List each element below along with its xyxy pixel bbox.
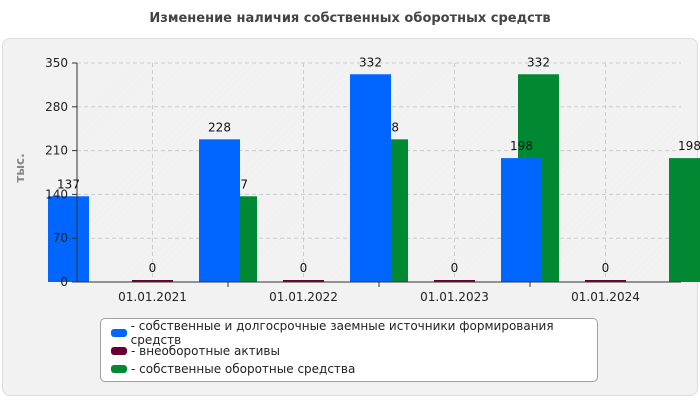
- y-tick-label: 280: [45, 100, 68, 114]
- legend: - собственные и долгосрочные заемные ист…: [100, 318, 598, 382]
- data-label: 0: [149, 261, 157, 275]
- y-tick-label: 350: [45, 56, 68, 70]
- axes: 0 70 140 210 280 350 01.01.2021 01.01.2022 01.01…: [45, 56, 681, 304]
- data-label: 228: [208, 120, 231, 134]
- legend-swatch: [111, 365, 127, 373]
- y-tick-label: 70: [53, 231, 68, 245]
- legend-label: - внеоборотные активы: [131, 344, 280, 358]
- bar: [501, 158, 542, 282]
- bar: [585, 280, 626, 282]
- y-tick-label: 0: [60, 275, 68, 289]
- data-label: 0: [300, 261, 308, 275]
- legend-swatch: [111, 347, 127, 355]
- data-label: 198: [510, 139, 533, 153]
- legend-item: - собственные оборотные средства: [101, 360, 597, 378]
- data-label: 332: [359, 55, 382, 69]
- bar: [350, 74, 391, 283]
- x-tick-label: 01.01.2023: [420, 290, 489, 304]
- legend-item: - внеоборотные активы: [101, 342, 597, 360]
- data-label: 137: [57, 177, 80, 191]
- y-tick-label: 140: [45, 187, 68, 201]
- bars: 1370137228022833203321980198: [48, 55, 700, 283]
- legend-item: - собственные и долгосрочные заемные ист…: [101, 319, 597, 347]
- legend-label: - собственные оборотные средства: [131, 362, 356, 376]
- bar: [48, 196, 89, 282]
- data-label: 0: [602, 261, 610, 275]
- bar: [132, 280, 173, 282]
- legend-label: - собственные и долгосрочные заемные ист…: [130, 319, 554, 347]
- data-label: 198: [678, 139, 700, 153]
- data-label: 332: [527, 55, 550, 69]
- x-tick-label: 01.01.2021: [118, 290, 187, 304]
- bar: [199, 139, 240, 282]
- x-tick-label: 01.01.2022: [269, 290, 338, 304]
- data-label: 0: [451, 261, 459, 275]
- bar: [283, 280, 324, 282]
- x-tick-label: 01.01.2024: [571, 290, 640, 304]
- chart-title: Изменение наличия собственных оборотных …: [149, 11, 551, 26]
- bar: [669, 158, 700, 282]
- y-tick-label: 210: [45, 144, 68, 158]
- legend-swatch: [111, 329, 127, 337]
- bar: [434, 280, 475, 282]
- y-axis-label: тыс.: [13, 153, 27, 182]
